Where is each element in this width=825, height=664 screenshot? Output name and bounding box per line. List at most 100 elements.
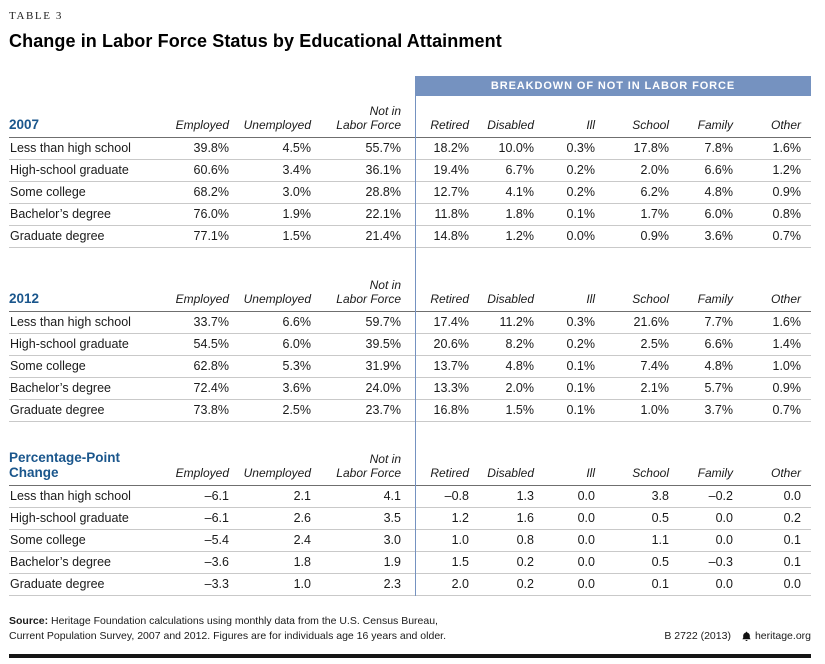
value-cell: 18.2% (433, 141, 469, 155)
value-cell: 1.5% (505, 403, 535, 417)
section-header-row: Percentage-Point Change Employed Unemploye… (9, 446, 811, 486)
value-cell: 4.8% (704, 359, 734, 373)
value-cell: 6.6% (704, 163, 734, 177)
value-cell: 0.3% (566, 141, 596, 155)
table-row: Some college –5.4 2.4 3.0 1.0 0.8 0.0 1.1 0.0 0.1 (9, 530, 811, 552)
value-cell: 4.5% (282, 141, 312, 155)
value-cell: 72.4% (193, 381, 229, 395)
section-header-row: 2007 Employed Unemployed Not in Labor Force… (9, 98, 811, 138)
value-cell: 13.7% (433, 359, 469, 373)
column-header: School (632, 118, 669, 133)
value-cell: 12.7% (433, 185, 469, 199)
value-cell: 31.9% (365, 359, 401, 373)
row-label: Less than high school (10, 489, 131, 503)
value-cell: 5.7% (704, 381, 734, 395)
value-cell: 6.6% (282, 315, 312, 329)
value-cell: 2.5% (282, 403, 312, 417)
value-cell: 73.8% (193, 403, 229, 417)
column-header: Family (697, 466, 733, 481)
column-header: Not in Labor Force (336, 104, 401, 133)
value-cell: 0.5 (651, 555, 669, 569)
value-cell: 0.1% (566, 381, 596, 395)
value-cell: 3.4% (282, 163, 312, 177)
table-number-label: TABLE 3 (9, 10, 64, 22)
table-row: Some college 62.8% 5.3% 31.9% 13.7% 4.8% 0.1% 7… (9, 356, 811, 378)
table-row: Less than high school –6.1 2.1 4.1 –0.8 1.3 0.… (9, 486, 811, 508)
value-cell: 0.0 (577, 489, 595, 503)
footer-right: B 2722 (2013) heritage.org (664, 629, 811, 644)
column-gap (401, 574, 425, 595)
value-cell: 10.0% (498, 141, 534, 155)
value-cell: 1.0 (293, 577, 311, 591)
value-cell: 2.3 (383, 577, 401, 591)
column-header: Disabled (487, 118, 534, 133)
value-cell: 1.3 (516, 489, 534, 503)
table-section-change: Percentage-Point Change Employed Unemploye… (9, 446, 811, 596)
value-cell: 0.9% (772, 381, 802, 395)
column-header: Ill (586, 118, 595, 133)
value-cell: 22.1% (365, 207, 401, 221)
value-cell: 6.6% (704, 337, 734, 351)
table-row: Less than high school 33.7% 6.6% 59.7% 17.4%… (9, 312, 811, 334)
value-cell: 28.8% (365, 185, 401, 199)
column-header: Retired (430, 466, 469, 481)
value-cell: 0.0 (577, 511, 595, 525)
column-header: Family (697, 292, 733, 307)
column-gap (401, 356, 425, 377)
table-row: Bachelor’s degree –3.6 1.8 1.9 1.5 0.2 0.0 0.5 –… (9, 552, 811, 574)
row-label: Bachelor’s degree (10, 207, 111, 221)
column-header: Not in Labor Force (336, 452, 401, 481)
value-cell: –3.6 (204, 555, 229, 569)
row-label: High-school graduate (10, 337, 129, 351)
value-cell: 39.5% (365, 337, 401, 351)
value-cell: 59.7% (365, 315, 401, 329)
table-section-2012: 2012 Employed Unemployed Not in Labor Force… (9, 272, 811, 422)
table-row: Less than high school 39.8% 4.5% 55.7% 18.2%… (9, 138, 811, 160)
value-cell: 39.8% (193, 141, 229, 155)
value-cell: 0.0 (715, 533, 733, 547)
value-cell: 62.8% (193, 359, 229, 373)
value-cell: 0.9% (772, 185, 802, 199)
value-cell: 23.7% (365, 403, 401, 417)
column-gap (401, 160, 425, 181)
column-header: Not in Labor Force (336, 278, 401, 307)
value-cell: 0.0 (577, 555, 595, 569)
table-row: Bachelor’s degree 76.0% 1.9% 22.1% 11.8% 1.8%… (9, 204, 811, 226)
value-cell: 6.0% (282, 337, 312, 351)
value-cell: 3.6% (704, 229, 734, 243)
value-cell: 1.6% (772, 141, 802, 155)
value-cell: 54.5% (193, 337, 229, 351)
value-cell: 13.3% (433, 381, 469, 395)
value-cell: 2.0% (505, 381, 535, 395)
column-gap (401, 378, 425, 399)
value-cell: 0.2 (516, 555, 534, 569)
value-cell: 24.0% (365, 381, 401, 395)
section-divider-line (415, 76, 416, 596)
heritage-bell-icon (741, 631, 752, 642)
column-gap (401, 138, 425, 159)
value-cell: 1.5 (451, 555, 469, 569)
value-cell: 0.0 (783, 489, 801, 503)
value-cell: 0.1 (651, 577, 669, 591)
value-cell: 0.2% (566, 337, 596, 351)
value-cell: 3.0% (282, 185, 312, 199)
value-cell: 0.1 (783, 533, 801, 547)
value-cell: 2.4 (293, 533, 311, 547)
row-label: Graduate degree (10, 229, 105, 243)
column-gap (401, 508, 425, 529)
value-cell: 33.7% (193, 315, 229, 329)
column-header: Disabled (487, 292, 534, 307)
site-link[interactable]: heritage.org (754, 630, 811, 643)
value-cell: 1.2% (772, 163, 802, 177)
value-cell: 20.6% (433, 337, 469, 351)
column-gap (401, 552, 425, 573)
value-cell: 1.6 (516, 511, 534, 525)
value-cell: 36.1% (365, 163, 401, 177)
column-header: Disabled (487, 466, 534, 481)
value-cell: 2.5% (640, 337, 670, 351)
value-cell: 0.1% (566, 207, 596, 221)
column-header: School (632, 292, 669, 307)
value-cell: 2.6 (293, 511, 311, 525)
value-cell: 1.5% (282, 229, 312, 243)
value-cell: 0.0 (715, 511, 733, 525)
